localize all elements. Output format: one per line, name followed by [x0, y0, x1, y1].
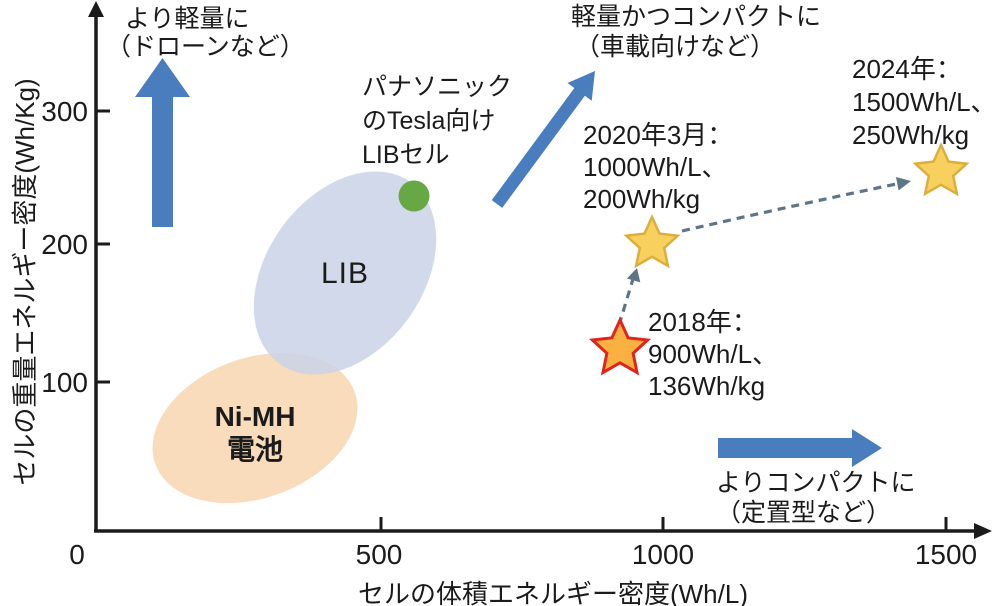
- lib-region-label: LIB: [321, 257, 370, 290]
- x-tick-label-1500: 1500: [914, 539, 978, 570]
- y-axis-arrowhead: [88, 1, 104, 17]
- y-tick-label-200: 200: [41, 229, 88, 260]
- nimh-region-ellipse: [152, 352, 358, 504]
- label-2020-line2: 1000Wh/L、: [583, 152, 728, 182]
- label-2020-line3: 200Wh/kg: [583, 184, 701, 214]
- compact-annotation-line2: （定置型など）: [716, 499, 892, 527]
- star-2020: [623, 213, 681, 269]
- label-2018-line1: 2018年：: [648, 307, 758, 337]
- y-tick-label-100: 100: [41, 367, 88, 398]
- right-arrow: [718, 429, 882, 467]
- label-2020-line1: 2020年3月：: [583, 120, 734, 150]
- nimh-region-label: Ni-MH 電池: [185, 400, 325, 466]
- star-2024: [912, 141, 970, 197]
- dashed-arrow-2020-2024: [681, 177, 911, 233]
- x-tick-label-1000: 1000: [631, 539, 695, 570]
- label-2024: 2024年： 1500Wh/L、 250Wh/kg: [852, 53, 997, 152]
- label-2024-line3: 250Wh/kg: [852, 120, 970, 150]
- label-2018-line3: 136Wh/kg: [648, 371, 766, 401]
- nimh-region-label-line2: 電池: [226, 434, 283, 465]
- star-2018: [588, 316, 652, 376]
- lighter-annotation-line1: より軽量に: [125, 5, 250, 33]
- light-compact-annotation-line2: （車載向けなど）: [575, 33, 776, 61]
- label-2020: 2020年3月： 1000Wh/L、 200Wh/kg: [583, 119, 733, 215]
- diagonal-arrow: [491, 71, 595, 208]
- label-2018: 2018年： 900Wh/L、 136Wh/kg: [648, 306, 778, 402]
- label-2024-line2: 1500Wh/L、: [852, 87, 997, 117]
- y-tick-label-300: 300: [41, 96, 88, 127]
- lighter-annotation-line2: （ドローンなど）: [106, 33, 305, 61]
- panasonic-cell-dot: [398, 180, 430, 212]
- compact-annotation-line1: よりコンパクトに: [716, 469, 916, 497]
- up-arrow: [135, 58, 190, 227]
- lib-region-ellipse: [253, 171, 437, 375]
- panasonic-callout-line3: LIBセル: [362, 141, 450, 169]
- label-2018-line2: 900Wh/L、: [648, 339, 779, 369]
- light-compact-annotation-line1: 軽量かつコンパクトに: [571, 3, 822, 31]
- nimh-region-label-line1: Ni-MH: [214, 401, 296, 432]
- dashed-arrow-2018-2020: [617, 268, 641, 326]
- panasonic-callout-line2: のTesla向け: [362, 107, 496, 135]
- x-axis-arrowhead: [974, 523, 992, 539]
- x-tick-label-500: 500: [355, 539, 403, 570]
- y-axis-title: セルの重量エネルギー密度(Wh/Kg): [10, 78, 40, 486]
- label-2024-line1: 2024年：: [852, 54, 962, 84]
- panasonic-callout-line1: パナソニック: [362, 73, 513, 101]
- origin-label: 0: [69, 539, 85, 570]
- x-axis-title: セルの体積エネルギー密度(Wh/L): [357, 579, 748, 606]
